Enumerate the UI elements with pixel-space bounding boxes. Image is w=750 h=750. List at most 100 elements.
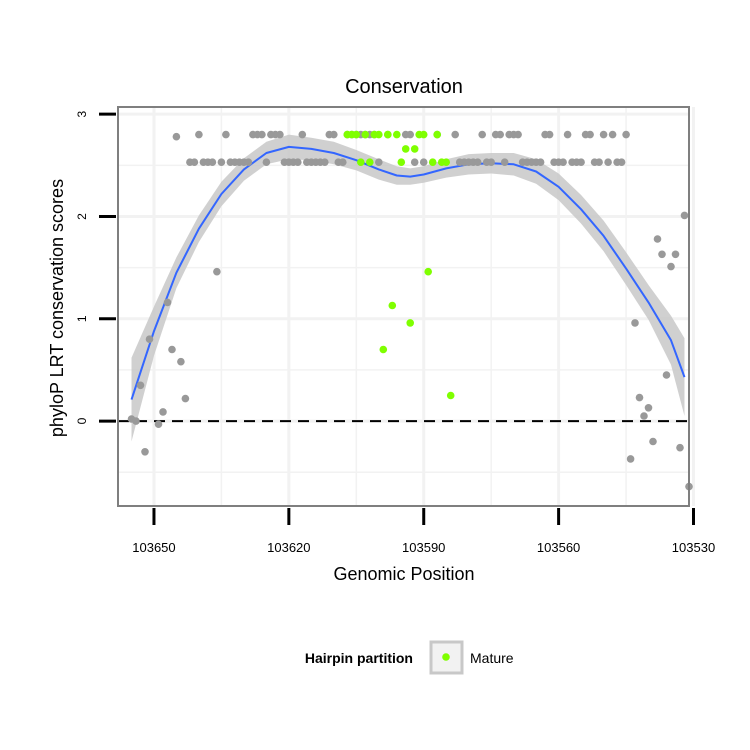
other-point	[339, 158, 347, 166]
other-point	[676, 443, 684, 452]
mature-point	[410, 145, 419, 153]
mature-point	[361, 130, 370, 139]
legend-key-mature-dot	[442, 653, 450, 661]
mature-point	[388, 301, 397, 310]
x-tick-label: 103560	[537, 540, 580, 555]
other-point	[563, 130, 572, 139]
other-point	[145, 335, 154, 344]
other-point	[617, 158, 626, 166]
mature-point	[379, 345, 388, 354]
mature-point	[433, 130, 442, 139]
other-point	[604, 158, 612, 166]
y-tick-label: 2	[75, 213, 89, 220]
mature-point	[419, 130, 428, 139]
other-point	[559, 158, 567, 166]
mature-point	[442, 158, 451, 166]
other-point	[222, 130, 230, 139]
x-tick-label: 103620	[267, 540, 310, 555]
other-point	[168, 345, 176, 354]
other-point	[680, 211, 689, 220]
other-point	[487, 158, 496, 166]
mature-point	[446, 391, 455, 400]
mature-point	[406, 319, 415, 327]
other-point	[321, 158, 329, 166]
other-point	[294, 158, 302, 166]
mature-point	[401, 145, 410, 153]
other-point	[662, 371, 671, 379]
other-point	[172, 132, 181, 141]
other-point	[667, 262, 675, 271]
other-point	[154, 420, 163, 429]
grid	[118, 107, 695, 506]
other-point	[136, 381, 145, 390]
other-point	[163, 298, 172, 307]
other-point	[213, 267, 221, 276]
other-point	[626, 455, 635, 463]
mature-point	[393, 130, 401, 139]
data-points	[127, 130, 693, 491]
other-point	[217, 158, 226, 166]
other-point	[330, 130, 338, 139]
mature-point	[428, 158, 437, 166]
mature-point	[375, 130, 383, 139]
other-point	[496, 130, 505, 139]
mature-point	[384, 130, 392, 139]
other-point	[514, 130, 522, 139]
smooth-line-path	[130, 145, 686, 400]
other-point	[635, 393, 644, 402]
other-point	[132, 417, 140, 425]
other-point	[419, 158, 428, 166]
other-point	[577, 158, 585, 166]
other-point	[410, 158, 419, 166]
mature-point	[352, 130, 361, 139]
other-point	[276, 130, 284, 139]
chart-title: Conservation	[345, 76, 463, 98]
other-point	[671, 250, 680, 259]
axes: 0 1 2 3 103650 103620 103590 103560 103530	[75, 111, 715, 555]
other-point	[190, 158, 199, 166]
other-point	[159, 408, 167, 416]
other-point	[298, 130, 307, 139]
mature-point	[366, 158, 374, 166]
other-point	[622, 130, 630, 139]
mature-point	[357, 158, 365, 166]
other-point	[262, 158, 271, 166]
y-tick-label: 3	[75, 111, 89, 118]
other-point	[649, 437, 657, 446]
other-point	[500, 158, 509, 166]
other-point	[258, 130, 266, 139]
other-point	[640, 412, 648, 420]
y-tick-label: 0	[75, 417, 89, 424]
other-point	[375, 158, 383, 166]
other-point	[478, 130, 487, 139]
plot-panel	[118, 107, 689, 506]
smooth-trend-line	[130, 145, 686, 400]
other-point	[536, 158, 545, 166]
other-point	[473, 158, 482, 166]
x-tick-label: 103590	[402, 540, 445, 555]
legend-title: Hairpin partition	[305, 650, 413, 666]
other-point	[208, 158, 217, 166]
other-point	[195, 130, 203, 139]
legend: Hairpin partition Mature	[305, 640, 514, 675]
other-point	[406, 130, 415, 139]
other-point	[608, 130, 617, 139]
other-point	[177, 357, 185, 366]
x-tick-label: 103650	[132, 540, 175, 555]
other-point	[644, 404, 653, 412]
y-tick-label: 1	[75, 315, 89, 322]
x-tick-label: 103530	[672, 540, 715, 555]
x-axis-label: Genomic Position	[333, 564, 474, 584]
plot-panel-border	[117, 106, 690, 507]
other-point	[181, 394, 190, 403]
other-point	[653, 235, 662, 243]
legend-entry-mature: Mature	[470, 650, 514, 666]
mature-point	[424, 267, 433, 276]
other-point	[631, 319, 639, 327]
other-point	[586, 130, 594, 139]
other-point	[451, 130, 460, 139]
other-point	[599, 130, 608, 139]
other-point	[141, 448, 149, 456]
y-axis-label: phyloP LRT conservation scores	[47, 179, 67, 437]
